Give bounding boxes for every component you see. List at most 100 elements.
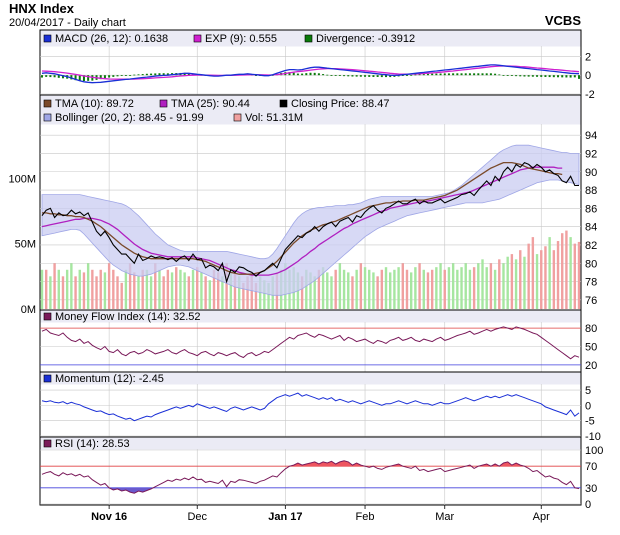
- volume-bar: [506, 256, 509, 309]
- divergence-bar: [129, 75, 132, 76]
- divergence-bar: [389, 75, 392, 78]
- volume-bar: [124, 269, 128, 309]
- volume-bar: [514, 259, 518, 309]
- divergence-bar: [108, 75, 111, 78]
- y-tick-label: 78: [585, 277, 597, 289]
- volume-bar: [397, 267, 400, 309]
- legend-swatch: [304, 34, 313, 43]
- legend-entry: EXP (9): 0.555: [205, 33, 277, 45]
- y-tick-label: 0: [585, 499, 591, 511]
- legend-entry: TMA (10): 89.72: [55, 98, 134, 110]
- volume-bar: [237, 276, 241, 309]
- legend-entry: Divergence: -0.3912: [316, 33, 415, 45]
- volume-bar: [246, 276, 249, 309]
- y-tick-label: -2: [585, 89, 595, 101]
- volume-bar: [95, 276, 98, 309]
- volume-bar: [309, 272, 312, 309]
- y-tick-label: 80: [585, 323, 597, 335]
- divergence-bar: [569, 75, 572, 78]
- price-panel: TMA (10): 89.72 TMA (25): 90.44 Closing Pr…: [39, 94, 582, 311]
- volume-bar: [489, 263, 493, 309]
- volume-bar: [540, 250, 543, 309]
- volume-bar: [414, 267, 417, 309]
- divergence-bar: [313, 72, 316, 76]
- divergence-bar: [309, 72, 312, 76]
- price-legend-band: [40, 95, 581, 125]
- legend-entry: TMA (25): 90.44: [171, 98, 250, 110]
- divergence-bar: [53, 75, 56, 78]
- volume-bar: [326, 272, 329, 309]
- divergence-bar: [137, 74, 140, 76]
- volume-bar: [330, 276, 333, 309]
- divergence-bar: [489, 73, 492, 76]
- divergence-bar: [481, 73, 484, 76]
- volume-tick-label: 50M: [15, 239, 36, 251]
- divergence-bar: [468, 73, 471, 76]
- divergence-bar: [338, 75, 341, 76]
- y-tick-label: 84: [585, 222, 597, 234]
- volume-bar: [464, 263, 467, 309]
- volume-bar: [179, 269, 182, 309]
- y-tick-label: 88: [585, 185, 597, 197]
- divergence-bar: [376, 75, 379, 77]
- legend-swatch: [279, 99, 288, 108]
- legend-swatch: [233, 113, 242, 122]
- volume-bar: [565, 230, 568, 309]
- divergence-bar: [573, 75, 576, 78]
- volume-bar: [380, 269, 384, 309]
- volume-bar: [133, 272, 136, 309]
- volume-bar: [112, 269, 115, 309]
- legend-swatch: [193, 34, 202, 43]
- legend-entry: RSI (14): 28.53: [55, 438, 130, 450]
- volume-bar: [263, 280, 266, 309]
- divergence-bar: [519, 75, 522, 77]
- chart-title: HNX Index: [9, 1, 75, 16]
- x-tick-label: Apr: [533, 511, 550, 523]
- mfi-line: [41, 326, 580, 360]
- y-tick-label: 0: [585, 400, 591, 412]
- divergence-bar: [548, 75, 551, 78]
- legend-swatch: [43, 374, 52, 383]
- divergence-bar: [49, 75, 52, 78]
- volume-bar: [477, 263, 480, 309]
- legend-entry: Closing Price: 88.47: [291, 98, 389, 110]
- divergence-bar: [343, 75, 346, 77]
- divergence-bar: [447, 73, 450, 76]
- divergence-bar: [192, 73, 195, 76]
- volume-bar: [221, 276, 224, 309]
- legend-entry: Momentum (12): -2.45: [55, 373, 164, 385]
- volume-bar: [447, 267, 451, 309]
- divergence-bar: [87, 75, 90, 81]
- divergence-bar: [372, 75, 375, 77]
- rsi-panel: RSI (14): 28.53: [39, 436, 582, 506]
- volume-bar: [376, 276, 379, 309]
- divergence-bar: [150, 73, 153, 76]
- volume-bar: [99, 269, 102, 309]
- volume-bar: [149, 276, 153, 309]
- volume-bar: [137, 276, 140, 309]
- volume-bar: [548, 237, 551, 309]
- divergence-bar: [166, 73, 169, 76]
- volume-bar: [70, 263, 73, 309]
- divergence-bar: [99, 75, 102, 80]
- volume-bar: [535, 254, 539, 309]
- momentum-panel: Momentum (12): -2.45: [39, 371, 582, 438]
- volume-bar: [196, 267, 199, 309]
- volume-bar: [422, 269, 425, 309]
- volume-bar: [418, 263, 421, 309]
- x-tick-label: Jan 17: [268, 511, 302, 523]
- volume-bar: [384, 267, 388, 309]
- divergence-bar: [523, 75, 526, 77]
- volume-bar: [86, 263, 90, 309]
- y-tick-label: 70: [585, 461, 597, 473]
- volume-bar: [389, 272, 392, 309]
- y-tick-label: 100: [585, 445, 603, 457]
- legend-swatch: [43, 34, 52, 43]
- volume-bar: [208, 280, 212, 309]
- volume-bar: [57, 269, 60, 309]
- volume-tick-label: 100M: [8, 173, 36, 185]
- volume-bar: [502, 263, 505, 309]
- divergence-bar: [133, 74, 136, 76]
- volume-bar: [355, 269, 358, 309]
